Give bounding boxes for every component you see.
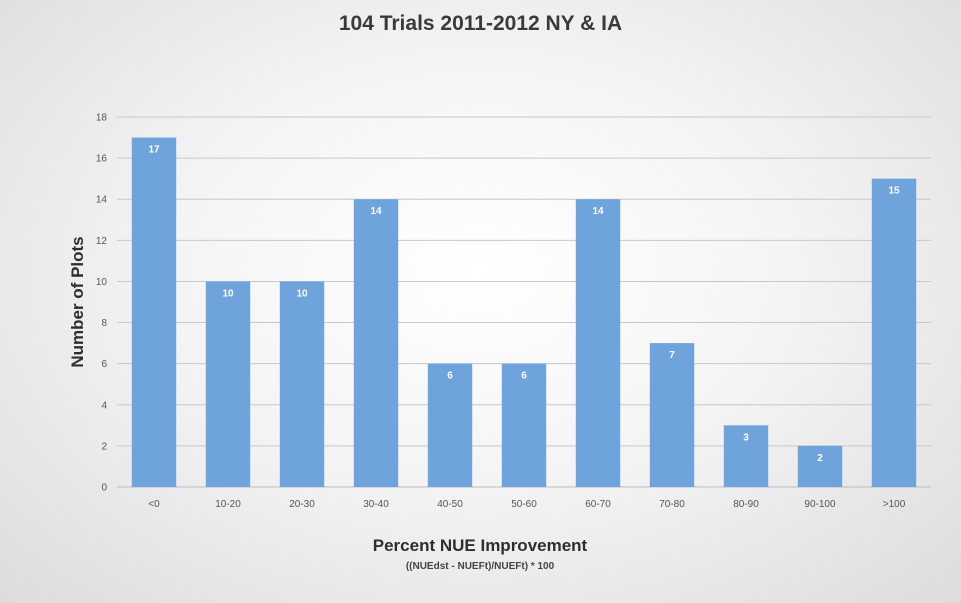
- y-tick-label: 18: [96, 113, 108, 124]
- y-tick-label: 0: [101, 483, 107, 494]
- y-tick-label: 14: [96, 195, 108, 206]
- y-tick-label: 6: [101, 359, 107, 370]
- x-tick-label: >100: [883, 499, 906, 510]
- y-tick-label: 10: [96, 277, 108, 288]
- data-label: 7: [669, 350, 675, 361]
- bar: [723, 425, 769, 487]
- y-tick-label: 2: [101, 441, 107, 452]
- x-tick-label: <0: [148, 499, 160, 510]
- x-axis-title: Percent NUE Improvement: [372, 536, 588, 555]
- bar: [501, 363, 547, 487]
- data-label: 2: [817, 453, 823, 464]
- bar: [279, 281, 325, 487]
- bar: [131, 137, 177, 488]
- data-label: 15: [888, 186, 900, 197]
- x-tick-label: 20-30: [289, 499, 315, 510]
- data-label: 14: [370, 206, 382, 217]
- bar: [871, 178, 917, 487]
- x-tick-label: 30-40: [363, 499, 389, 510]
- x-axis-subtitle: ((NUEdst - NUEFt)/NUEFt) * 100: [405, 561, 555, 572]
- bar: [353, 199, 399, 487]
- x-tick-label: 70-80: [659, 499, 685, 510]
- bar: [649, 343, 695, 487]
- data-label: 6: [447, 371, 453, 382]
- x-tick-label: 90-100: [804, 499, 836, 510]
- x-tick-label: 50-60: [511, 499, 537, 510]
- data-label: 3: [743, 432, 749, 443]
- data-label: 10: [222, 288, 234, 299]
- y-tick-label: 16: [96, 154, 108, 165]
- data-label: 6: [521, 371, 527, 382]
- data-label: 14: [592, 206, 604, 217]
- y-tick-label: 4: [101, 400, 107, 411]
- y-tick-label: 8: [101, 318, 107, 329]
- bar: [205, 281, 251, 487]
- data-label: 17: [148, 145, 160, 156]
- chart-title: 104 Trials 2011-2012 NY & IA: [338, 12, 623, 35]
- x-tick-label: 80-90: [733, 499, 759, 510]
- bar: [427, 363, 473, 487]
- bar: [575, 199, 621, 487]
- x-tick-label: 40-50: [437, 499, 463, 510]
- data-label: 10: [296, 288, 308, 299]
- y-tick-label: 12: [96, 236, 108, 247]
- x-tick-label: 10-20: [215, 499, 241, 510]
- bar: [797, 445, 843, 487]
- x-tick-label: 60-70: [585, 499, 611, 510]
